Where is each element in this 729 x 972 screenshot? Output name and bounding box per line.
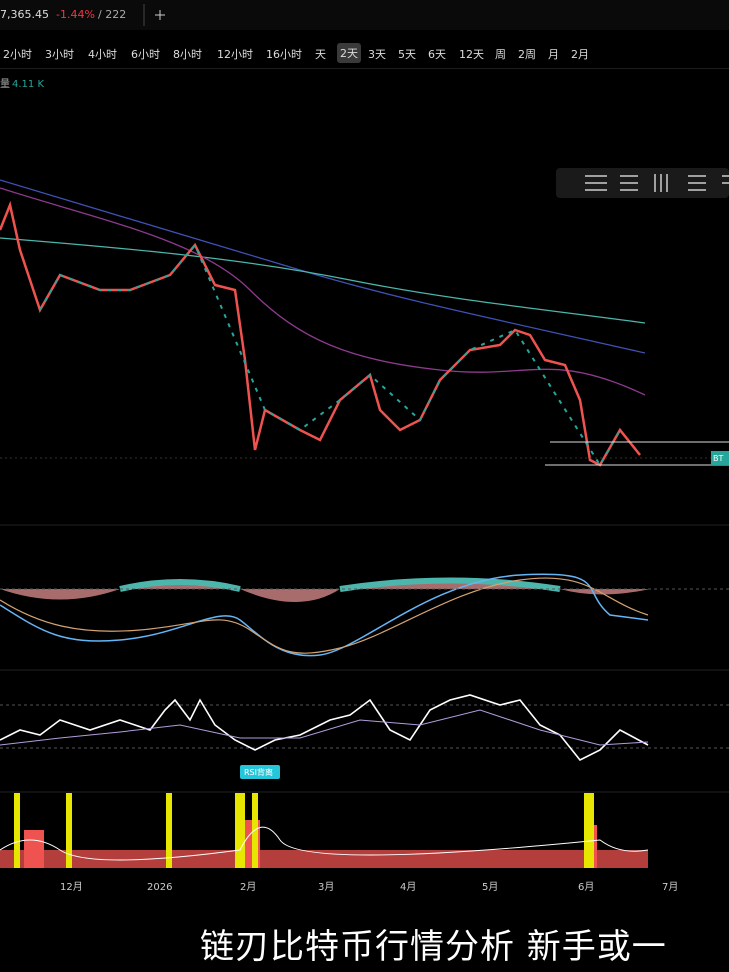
rsi-line xyxy=(0,694,649,762)
x-tick-label: 6月 xyxy=(578,881,594,893)
x-tick-label: 5月 xyxy=(482,881,498,893)
interval-button[interactable]: 周 xyxy=(495,48,506,61)
interval-button[interactable]: 4小时 xyxy=(88,48,117,61)
change: -1.44% xyxy=(56,8,95,21)
price: 7,365.45 xyxy=(0,8,49,21)
x-tick-label: 7月 xyxy=(662,881,678,893)
caption: 链刃比特币行情分析 新手或一 xyxy=(200,927,667,967)
macd-histogram xyxy=(119,577,561,592)
volume-highlight xyxy=(14,793,594,868)
x-tick-label: 2026 xyxy=(147,882,172,893)
caption-bar: 链刃比特币行情分析 新手或一 xyxy=(0,905,729,972)
ma-line xyxy=(0,237,646,324)
volume-label: 量 xyxy=(0,78,10,90)
interval-button[interactable]: 5天 xyxy=(398,48,416,61)
interval-button[interactable]: 天 xyxy=(315,48,326,61)
volume-value: 4.11 K xyxy=(12,79,44,90)
ma-line xyxy=(0,179,646,354)
drawing-tools[interactable] xyxy=(585,174,729,192)
interval-button[interactable]: 2月 xyxy=(571,48,589,61)
interval-button[interactable]: 3小时 xyxy=(45,48,74,61)
signal-line xyxy=(0,577,649,654)
x-tick-label: 4月 xyxy=(400,881,416,893)
rsi-tag-text: RSI背离 xyxy=(244,767,273,777)
interval-button[interactable]: 6小时 xyxy=(131,48,160,61)
price-tag xyxy=(711,451,729,465)
interval-button[interactable]: 3天 xyxy=(368,48,386,61)
rsi-tag xyxy=(240,765,280,779)
interval-button[interactable]: 12天 xyxy=(459,48,484,61)
x-tick-label: 3月 xyxy=(318,881,334,893)
macd-line xyxy=(0,573,649,657)
ma-line xyxy=(0,187,646,396)
rsi-ma xyxy=(0,709,649,746)
top-bar: 7,365.45 -1.44% / 222 xyxy=(0,0,729,30)
interval-button[interactable]: 12小时 xyxy=(217,48,253,61)
extra: / 222 xyxy=(98,8,127,21)
price-tag-text: BT xyxy=(713,454,723,463)
toolbar: 2小时 3小时 4小时 6小时 8小时 12小时 16小时天 2天 3天 5天 6天 12天周 2周月 2… xyxy=(0,38,729,69)
interval-button[interactable]: 月 xyxy=(548,48,559,61)
interval-button[interactable]: 16小时 xyxy=(266,48,302,61)
price-path xyxy=(39,243,621,467)
add-tab[interactable] xyxy=(140,0,180,30)
price-path xyxy=(0,200,641,467)
interval-button[interactable]: 6天 xyxy=(428,48,446,61)
volume-bars xyxy=(0,820,648,868)
x-axis: 12月 2026 2月 3月 4月 5月 6月 7月 xyxy=(60,881,678,893)
chart-area: 量 4.11 K BT RSI背离 12月 2026 2月 3月 4月 5月 6月 7月 xyxy=(0,78,729,893)
x-tick-label: 12月 xyxy=(60,881,83,893)
interval-button[interactable]: 2周 xyxy=(518,48,536,61)
volume-ma xyxy=(0,826,649,861)
interval-button[interactable]: 8小时 xyxy=(173,48,202,61)
x-tick-label: 2月 xyxy=(240,881,256,893)
interval-button[interactable]: 2天 xyxy=(337,43,361,63)
interval-button[interactable]: 2小时 xyxy=(3,48,32,61)
